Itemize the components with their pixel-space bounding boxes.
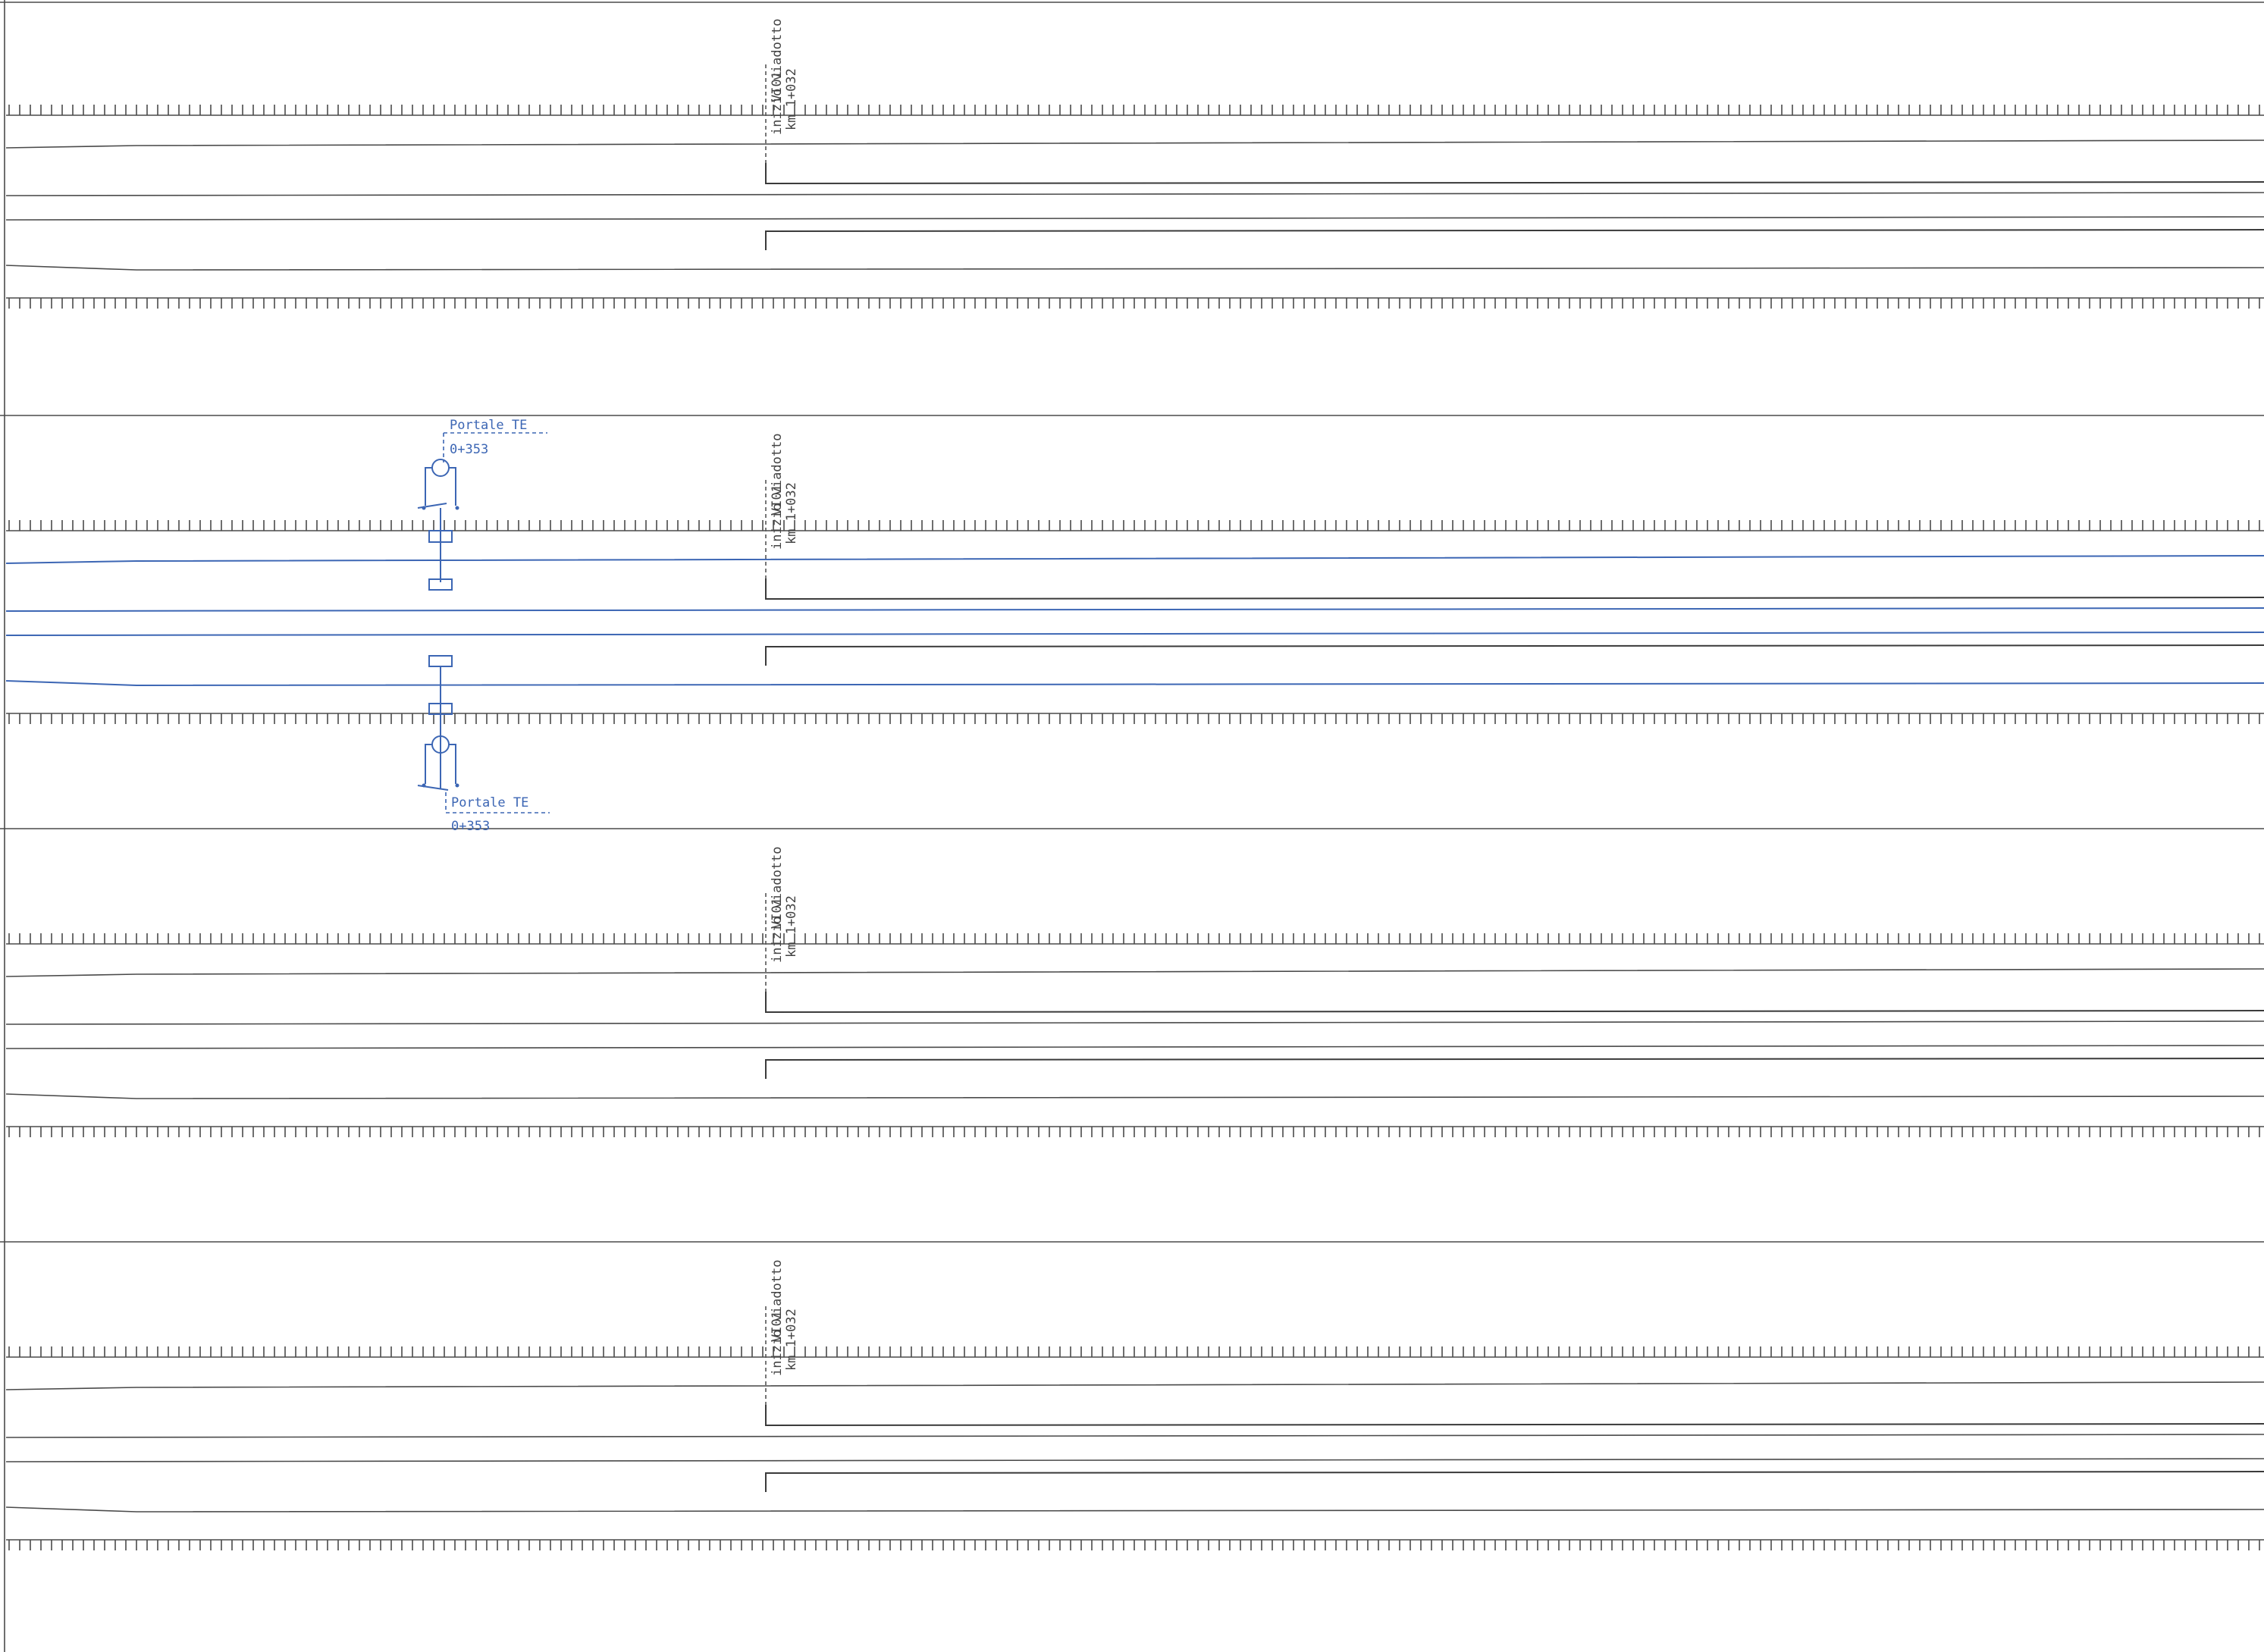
viaduct-edge-top [765,163,2264,185]
portale-bottom-km: 0+353 [451,819,490,834]
portale-top-circle [431,459,450,477]
track-line-2 [5,1434,2264,1438]
viaduct-edge-bottom [765,644,2264,666]
panel-3 [0,828,2264,1137]
top-rail-ticks [8,1346,2260,1357]
viaduct-code-label: VI01 [770,898,785,929]
panel-2 [0,415,2264,813]
panel-1 [5,64,2264,309]
track-line-4 [5,1093,2264,1099]
portale-top-km: 0+353 [450,442,488,457]
viaduct-edge-bottom [765,1058,2264,1079]
viaduct-title-label: inizio viadotto [770,846,785,963]
portale-labels: Portale TE 0+353 Portale TE 0+353 [450,418,528,834]
viaduct-code-label: VI01 [770,484,785,516]
portale-bottom-dot-right [455,783,459,788]
portale-te-symbol [417,432,550,813]
viaduct-km-label: km 1+032 [784,482,799,544]
viaduct-km-label: km 1+032 [784,68,799,130]
viaduct-code-label: VI01 [770,1311,785,1342]
portale-bottom-name: Portale TE [451,795,528,810]
viaduct-edge-top [765,578,2264,600]
viaduct-title-label: inizio viadotto [770,433,785,550]
track-line-4 [5,265,2264,271]
portale-bottom-box-2 [428,703,453,715]
top-rail-ticks [8,933,2260,944]
track-line-1 [5,1381,2264,1390]
viaduct-title-label: inizio viadotto [770,1259,785,1376]
track-line-3 [5,632,2264,636]
panel-stack [0,64,2264,1550]
top-rail-ticks [8,520,2260,531]
track-line-2 [5,192,2264,196]
portale-top-dot-right [455,506,459,510]
track-line-4 [5,680,2264,687]
viaduct-title-label: inizio viadotto [770,18,785,135]
portale-bottom-frame [425,744,456,784]
portale-top-name: Portale TE [450,418,527,433]
portale-top-box-2 [428,578,453,591]
bottom-rail-ticks [8,1540,2260,1550]
track-line-1 [5,555,2264,564]
viaduct-code-label: VI01 [770,71,785,102]
viaduct-km-label: km 1+032 [784,895,799,958]
viaduct-edge-top [765,992,2264,1014]
viaduct-edge-bottom [765,229,2264,250]
viaduct-km-label: km 1+032 [784,1309,799,1371]
viaduct-labels: VI01 inizio viadotto km 1+032 VI01 inizi… [770,18,799,1376]
track-line-3 [5,216,2264,221]
portale-top-frame [425,467,456,506]
track-line-2 [5,1020,2264,1025]
bottom-rail-ticks [8,298,2260,309]
panel-4 [0,1241,2264,1550]
portale-bottom-box-1 [428,655,453,667]
top-rail-ticks [8,105,2260,115]
track-line-2 [5,607,2264,612]
track-line-4 [5,1506,2264,1513]
track-line-1 [5,139,2264,149]
bottom-rail-ticks [8,1127,2260,1137]
bottom-rail-ticks [8,713,2260,724]
track-line-3 [5,1045,2264,1049]
viaduct-edge-top [765,1405,2264,1427]
viaduct-edge-bottom [765,1471,2264,1492]
track-line-3 [5,1458,2264,1462]
portale-bottom-dot-left [422,783,426,788]
track-line-1 [5,968,2264,977]
portale-top-dot-left [422,506,426,510]
